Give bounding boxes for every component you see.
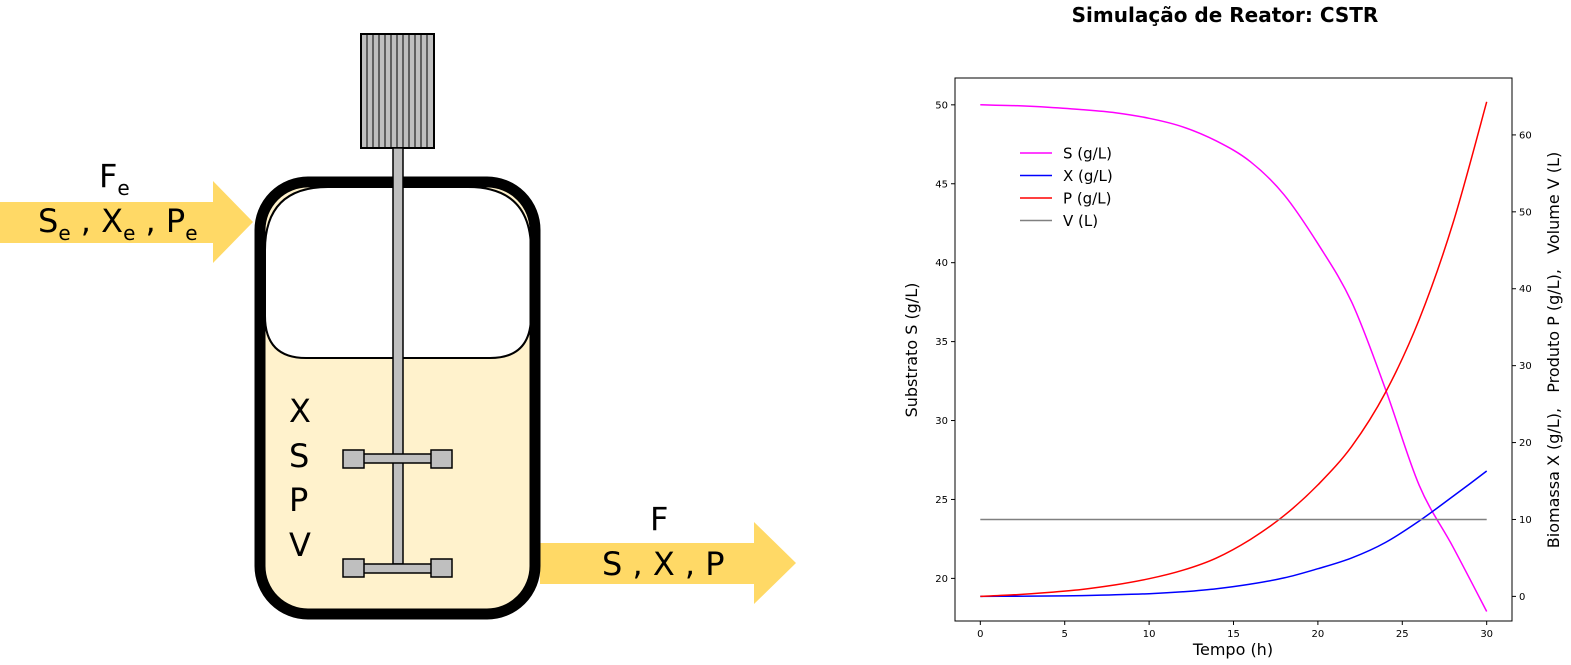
motor-fins xyxy=(366,34,428,148)
impeller-upper xyxy=(342,449,453,469)
y-right-tick-label: 20 xyxy=(1519,438,1532,449)
y-left-tick-label: 30 xyxy=(935,416,948,427)
inlet-flow-label: Fe xyxy=(99,157,130,200)
x-tick-label: 10 xyxy=(1143,629,1156,640)
legend-entry: V (L) xyxy=(1063,212,1098,230)
y-axis-right-label: Biomassa X (g/L), Produto P (g/L), Volum… xyxy=(1544,152,1563,548)
y-right-tick-label: 10 xyxy=(1519,515,1532,526)
series-line-p xyxy=(980,101,1488,598)
y-left-tick-label: 35 xyxy=(935,337,948,348)
y-right-tick-label: 50 xyxy=(1519,207,1532,218)
x-tick-label: 0 xyxy=(977,629,983,640)
legend-entry: S (g/L) xyxy=(1063,145,1112,163)
x-tick-label: 5 xyxy=(1062,629,1068,640)
series-line-x xyxy=(980,470,1488,598)
vessel-label-s: S xyxy=(289,437,309,475)
outlet-stream-label: S , X , P xyxy=(602,545,725,583)
chart: Simulação de Reator: CSTR 0 5 10 15 20 25 30 20… xyxy=(902,3,1563,659)
y-axis-left-label: Substrato S (g/L) xyxy=(902,283,921,418)
plot-lines xyxy=(980,101,1488,612)
impeller-lower xyxy=(342,558,453,578)
outlet-flow-label: F xyxy=(650,500,668,538)
x-tick-label: 25 xyxy=(1396,629,1409,640)
plot-frame xyxy=(954,77,1513,622)
legend: S (g/L) X (g/L) P (g/L) V (L) xyxy=(1020,145,1113,230)
x-tick-label: 15 xyxy=(1227,629,1240,640)
y-left-tick-label: 50 xyxy=(935,100,948,111)
x-axis-label: Tempo (h) xyxy=(1192,640,1273,659)
y-left-tick-label: 45 xyxy=(935,179,948,190)
y-left-tick-label: 25 xyxy=(935,495,948,506)
agitator-shaft xyxy=(392,147,404,565)
y-right-tick-label: 60 xyxy=(1519,130,1532,141)
inlet-arrow xyxy=(0,181,253,263)
vessel-label-x: X xyxy=(289,392,311,430)
y-right-tick-label: 0 xyxy=(1519,592,1525,603)
inlet-stream-label: Se , Xe , Pe xyxy=(38,202,198,245)
x-tick-label: 20 xyxy=(1312,629,1325,640)
axes: 0 5 10 15 20 25 30 20 25 30 35 40 45 50 0 10 20 30 40 50 60 xyxy=(935,100,1531,640)
vessel-label-v: V xyxy=(289,526,311,564)
legend-entry: P (g/L) xyxy=(1063,190,1111,208)
outlet-arrow xyxy=(540,522,796,604)
legend-entry: X (g/L) xyxy=(1063,167,1113,185)
y-right-tick-label: 30 xyxy=(1519,361,1532,372)
vessel-label-p: P xyxy=(289,481,308,519)
chart-title: Simulação de Reator: CSTR xyxy=(1072,3,1379,27)
reactor-diagram: Fe Se , Xe , Pe F S , X , P xyxy=(0,33,796,620)
y-left-tick-label: 20 xyxy=(935,574,948,585)
x-tick-label: 30 xyxy=(1480,629,1493,640)
series-line-s xyxy=(980,104,1488,612)
y-right-tick-label: 40 xyxy=(1519,284,1532,295)
y-left-tick-label: 40 xyxy=(935,258,948,269)
